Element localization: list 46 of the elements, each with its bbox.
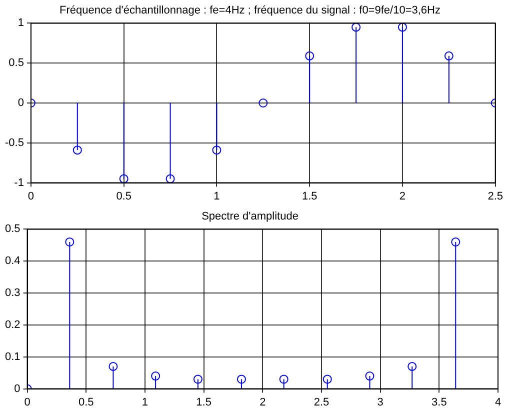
chart-title: Spectre d'amplitude (202, 210, 298, 223)
x-tick-label: 0 (28, 190, 34, 202)
point (444, 51, 454, 60)
x-tick-label: 1 (214, 190, 220, 202)
y-tick-label: 0.5 (4, 223, 20, 236)
point (279, 374, 288, 384)
point (166, 174, 175, 183)
point (451, 237, 460, 246)
y-tick-label: 0.3 (4, 287, 20, 300)
point (352, 23, 361, 32)
point (258, 98, 268, 108)
x-tick-label: 2.5 (314, 396, 330, 408)
point (65, 237, 74, 246)
point (398, 23, 407, 32)
point (193, 374, 202, 384)
y-tick-label: 0.4 (4, 255, 20, 268)
y-tick-label: 0 (14, 382, 20, 395)
x-tick-label: 1.5 (196, 396, 212, 408)
y-tick-label: -0.5 (4, 136, 24, 149)
x-tick-label: 0.5 (78, 396, 94, 408)
point (72, 146, 82, 155)
x-tick-label: 3 (377, 396, 384, 408)
x-tick-label: 0.5 (116, 190, 132, 202)
point (119, 174, 128, 183)
y-tick-label: -1 (14, 176, 24, 189)
point (236, 374, 246, 384)
chart-title: Fréquence d'échantillonnage : fe=4Hz ; fréquence du signal : f0=9fe/10=3,6Hz (60, 4, 440, 17)
y-tick-label: 1 (18, 17, 24, 30)
y-tick-label: 0.1 (4, 350, 20, 363)
x-tick-label: 2 (260, 396, 266, 408)
x-tick-label: 3.5 (432, 396, 447, 408)
x-tick-label: 2 (399, 190, 406, 202)
point (108, 362, 118, 371)
y-tick-label: 0.5 (8, 57, 24, 70)
point (322, 374, 332, 384)
point (305, 51, 314, 60)
point (365, 372, 374, 381)
x-tick-label: 4 (494, 396, 502, 408)
y-tick-label: 0.2 (4, 318, 20, 331)
y-tick-label: 0 (18, 97, 24, 110)
x-tick-label: 1 (142, 396, 148, 408)
point (151, 372, 160, 381)
point (212, 146, 222, 155)
x-tick-label: 1.5 (302, 190, 318, 202)
x-tick-label: 2.5 (488, 190, 504, 202)
point (408, 362, 417, 371)
